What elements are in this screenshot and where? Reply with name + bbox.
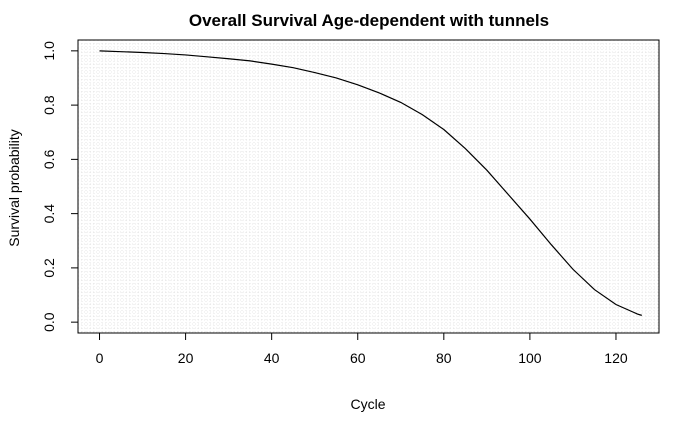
y-tick-label: 0.4 — [41, 204, 57, 224]
x-axis: 0 20 40 60 80 100 120 — [96, 333, 628, 366]
x-tick-label: 120 — [604, 350, 628, 366]
x-tick-label: 0 — [96, 350, 104, 366]
plot-frame — [77, 39, 660, 334]
chart-title: Overall Survival Age-dependent with tunn… — [189, 11, 549, 30]
x-tick-label: 20 — [178, 350, 194, 366]
y-tick-label: 0.0 — [41, 312, 57, 332]
x-tick-label: 100 — [518, 350, 542, 366]
x-axis-label: Cycle — [350, 396, 385, 412]
x-tick-label: 60 — [350, 350, 366, 366]
y-axis-label: Survival probability — [6, 129, 22, 247]
y-tick-label: 0.6 — [41, 149, 57, 169]
y-tick-label: 0.2 — [41, 258, 57, 278]
y-tick-label: 1.0 — [41, 41, 57, 61]
y-tick-label: 0.8 — [41, 95, 57, 115]
x-tick-label: 40 — [264, 350, 280, 366]
y-axis: 0.0 0.2 0.4 0.6 0.8 1.0 — [41, 41, 78, 332]
grid — [78, 40, 659, 333]
x-tick-label: 80 — [436, 350, 452, 366]
survival-curve — [99, 50, 642, 316]
